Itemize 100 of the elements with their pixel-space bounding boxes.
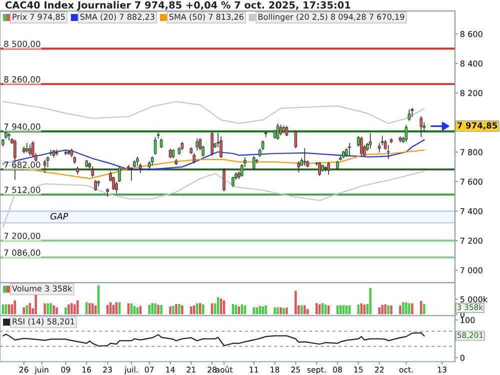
bar xyxy=(157,304,160,314)
bar xyxy=(262,306,264,314)
candlestick xyxy=(25,143,28,152)
candlestick xyxy=(232,176,234,188)
candlestick xyxy=(408,110,411,122)
legend-label: SMA (50) 7 813,26 xyxy=(169,14,244,21)
bar xyxy=(44,303,46,314)
bar xyxy=(68,304,70,314)
bar xyxy=(405,302,408,314)
candlestick xyxy=(318,162,321,176)
bar xyxy=(181,306,184,314)
legend-label: RSI (14) 58,201 xyxy=(12,318,74,326)
bar xyxy=(300,305,303,314)
candlestick xyxy=(91,166,94,177)
ref-line-label: 8 260,00 xyxy=(4,76,40,84)
candlestick xyxy=(210,132,214,156)
candlestick xyxy=(303,148,306,166)
candlestick xyxy=(327,162,330,175)
y-tick-label: 7 400 xyxy=(460,208,482,214)
bar xyxy=(378,307,380,314)
bar xyxy=(286,308,288,314)
line-series xyxy=(2,332,425,347)
bar xyxy=(175,304,178,314)
candlestick xyxy=(360,136,363,156)
bar xyxy=(274,307,276,314)
bar xyxy=(46,303,49,314)
line-series xyxy=(2,100,425,124)
bar xyxy=(193,306,196,314)
bar xyxy=(64,307,67,314)
line-series xyxy=(2,170,425,228)
ref-line-label: 7 940,00 xyxy=(4,123,40,131)
bar xyxy=(169,306,172,314)
y-tick-label: 8 600 xyxy=(460,30,482,38)
line-series xyxy=(2,150,425,180)
bar xyxy=(190,306,192,314)
bar xyxy=(420,301,422,314)
bar xyxy=(423,304,426,314)
bar xyxy=(276,307,279,314)
bar xyxy=(402,302,404,314)
legend-label: SMA (20) 7 882,23 xyxy=(80,14,154,21)
candlestick xyxy=(43,160,46,174)
bar xyxy=(52,306,55,314)
bar xyxy=(390,306,392,314)
y-tick-label: 100 xyxy=(460,317,475,324)
candlestick xyxy=(192,153,196,164)
candlestick xyxy=(324,166,327,172)
bar xyxy=(258,306,261,314)
bar xyxy=(399,306,402,314)
y-tick-label: 5 000k xyxy=(460,296,488,302)
ref-line-label: 7 682,00 xyxy=(4,162,40,169)
bar xyxy=(384,304,386,314)
candlestick xyxy=(222,168,226,192)
y-tick-label: 0 xyxy=(460,354,464,361)
y-tick-label: 8 200 xyxy=(460,90,482,96)
bar xyxy=(280,307,282,314)
bar xyxy=(264,306,267,314)
bar xyxy=(294,290,297,314)
ref-line-label: 7 512,00 xyxy=(4,186,40,194)
bar xyxy=(304,305,306,314)
chart-title: CAC40 Index Journalier 7 974,85 +0,04 % 7 oct. 2025, 17:35:01 xyxy=(5,1,350,10)
bar xyxy=(160,304,162,314)
ref-line-label: 8 500,00 xyxy=(4,40,40,48)
legend-label: Bollinger (20 2,5) 8 094,28 7 670,19 xyxy=(258,14,404,22)
bar xyxy=(70,303,73,314)
candlestick xyxy=(297,161,300,172)
candlestick xyxy=(285,126,288,136)
bar xyxy=(151,303,154,314)
line-series xyxy=(2,139,425,170)
y-tick-label: 7 600 xyxy=(460,178,482,185)
text: 7 974,85 xyxy=(457,122,498,130)
candlestick xyxy=(294,130,298,148)
candlestick xyxy=(196,138,199,151)
candlestick xyxy=(420,116,423,138)
candlestick xyxy=(28,144,32,156)
candlestick xyxy=(252,156,256,170)
y-tick-label: 7 200 xyxy=(460,238,482,244)
candlestick xyxy=(276,124,280,140)
candlestick xyxy=(118,166,121,182)
candlestick xyxy=(130,167,133,181)
ref-line-label: 7 200,00 xyxy=(4,232,40,240)
candlestick xyxy=(348,143,351,156)
bar xyxy=(28,303,31,314)
bar xyxy=(172,306,174,314)
bar xyxy=(34,294,37,314)
candlestick xyxy=(386,144,390,160)
candlestick xyxy=(154,136,157,155)
y-tick-label: 7 800 xyxy=(460,149,482,156)
candlestick xyxy=(220,136,222,158)
bar xyxy=(50,303,52,314)
bar xyxy=(411,303,414,314)
bar xyxy=(148,304,150,314)
bar xyxy=(196,303,198,314)
bar xyxy=(56,307,58,314)
bar xyxy=(387,306,390,314)
candlestick xyxy=(8,132,10,140)
bar xyxy=(282,308,285,314)
candlestick xyxy=(368,133,372,149)
bar xyxy=(306,309,309,314)
bar xyxy=(381,304,384,314)
band-label: GAP xyxy=(50,212,68,220)
